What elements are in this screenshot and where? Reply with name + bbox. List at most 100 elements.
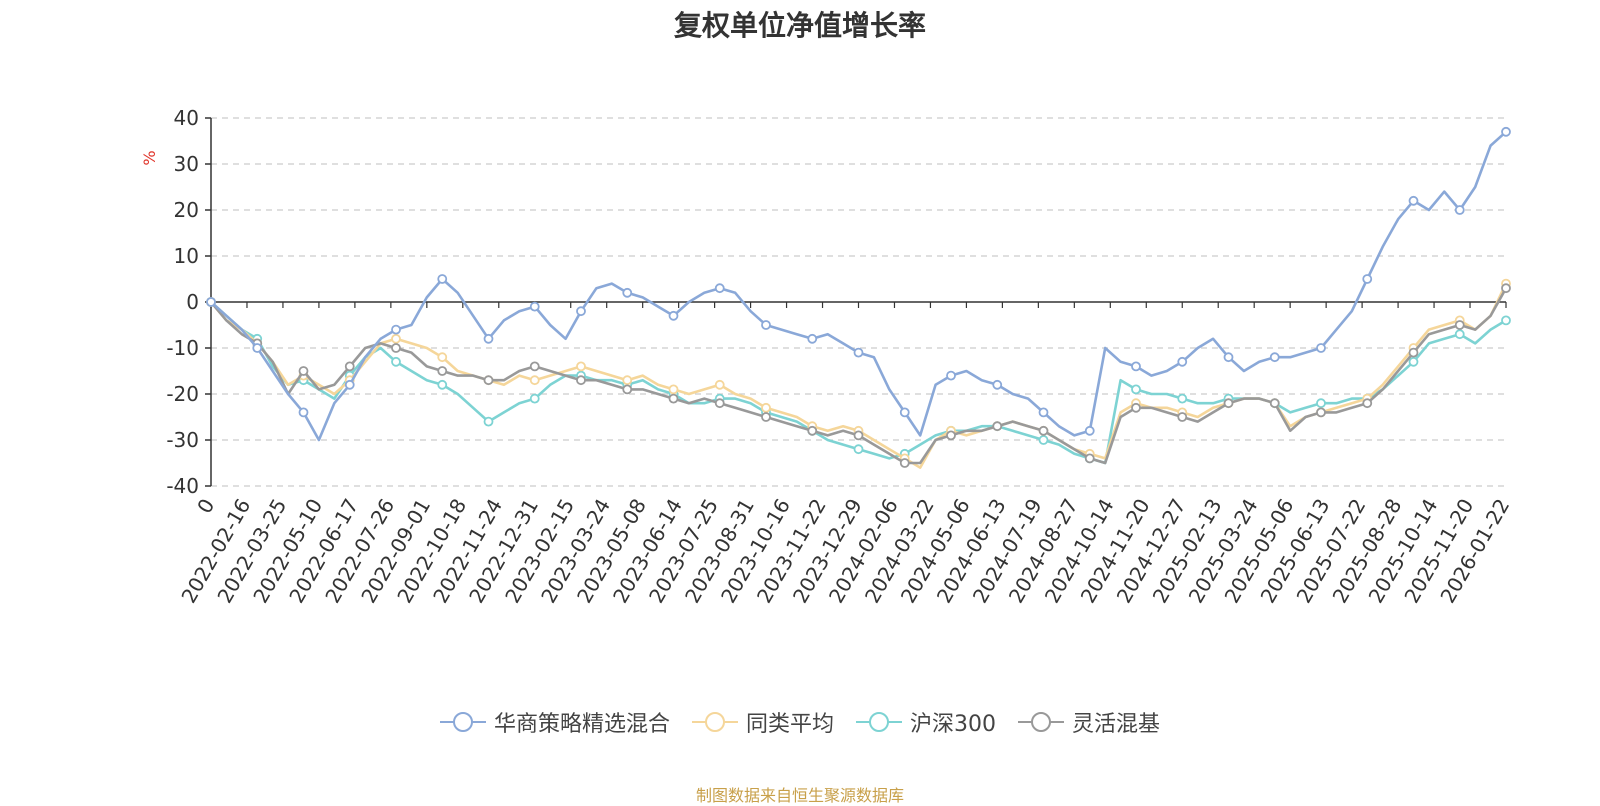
series-2-point-78	[1408, 356, 1419, 367]
series-0-point-39	[807, 333, 818, 344]
series-1-point-21	[529, 375, 540, 386]
series-0-point-42	[853, 347, 864, 358]
legend: 华商策略精选混合 同类平均 沪深300 灵活混基	[0, 706, 1600, 738]
series-0-point-78	[1408, 195, 1419, 206]
series-0-point-63	[1177, 356, 1188, 367]
y-tick-label-2: 20	[174, 198, 199, 222]
series-0-point-45	[899, 407, 910, 418]
series-0-point-6	[298, 407, 309, 418]
series-0-point-57	[1084, 425, 1095, 436]
series-0-point-9	[344, 379, 355, 390]
y-tick-label-0: 40	[174, 106, 199, 130]
series-3-point-81	[1454, 320, 1465, 330]
series-2-point-42	[853, 444, 864, 455]
series-0-point-66	[1223, 352, 1234, 363]
series-3-point-33	[714, 398, 725, 409]
series-1-point-27	[622, 375, 633, 386]
series-1-point-24	[576, 361, 586, 372]
series-3-point-78	[1408, 347, 1419, 358]
series-0-point-3	[252, 343, 263, 353]
series-3-point-39	[807, 425, 818, 436]
y-tick-label-1: 30	[174, 152, 199, 176]
legend-swatch-csi300	[856, 712, 902, 732]
series-3-point-57	[1084, 453, 1095, 464]
series-3-point-12	[391, 343, 401, 353]
series-3-point-42	[853, 430, 864, 441]
series-0-point-15	[437, 274, 448, 284]
legend-label-peer-average: 同类平均	[745, 712, 834, 737]
series-0-point-30	[668, 310, 679, 321]
series-3-point-48	[946, 430, 956, 441]
series-2-point-81	[1454, 329, 1465, 340]
series-2-point-63	[1177, 393, 1188, 404]
series-0-point-21	[529, 301, 540, 312]
series-2-point-54	[1038, 435, 1049, 445]
legend-item-csi300[interactable]: 沪深300	[856, 706, 996, 738]
legend-label-fund: 华商策略精选混合	[493, 712, 670, 737]
series-3-point-51	[992, 421, 1003, 432]
series-0-point-84	[1501, 126, 1511, 137]
series-1-point-33	[714, 379, 725, 390]
series-3-point-72	[1316, 407, 1326, 418]
legend-item-flexible-mixed[interactable]: 灵活混基	[1018, 706, 1160, 738]
series-1-point-36	[761, 402, 771, 413]
series-0-point-69	[1269, 352, 1280, 363]
legend-label-flexible-mixed: 灵活混基	[1072, 712, 1161, 737]
series-0-point-33	[714, 283, 725, 294]
series-2-point-12	[391, 356, 401, 367]
series-1-point-30	[668, 384, 679, 395]
y-tick-label-3: 10	[174, 244, 199, 268]
series-3-point-9	[344, 361, 355, 372]
series-2-point-21	[529, 393, 540, 404]
y-tick-label-6: -20	[166, 382, 199, 406]
y-tick-label-5: -10	[166, 336, 199, 360]
legend-swatch-peer-average	[691, 712, 738, 732]
series-3-point-18	[483, 375, 494, 386]
y-tick-label-7: -30	[166, 428, 199, 452]
series-0-point-54	[1038, 407, 1049, 418]
series-0-point-12	[391, 324, 401, 335]
series-1-point-12	[391, 333, 401, 344]
data-source-footer: 制图数据来自恒生聚源数据库	[695, 786, 904, 805]
series-3-point-75	[1362, 398, 1373, 409]
series-0-point-36	[761, 320, 771, 330]
legend-label-csi300: 沪深300	[910, 712, 996, 737]
series-2-point-18	[483, 416, 494, 427]
series-0-point-48	[946, 370, 956, 381]
series-2-point-15	[437, 379, 448, 390]
legend-item-fund[interactable]: 华商策略精选混合	[439, 706, 670, 738]
chart-title: 复权单位净值增长率	[673, 9, 926, 42]
series-3-point-69	[1269, 398, 1280, 409]
series-3-point-54	[1038, 425, 1049, 436]
y-axis-label: %	[140, 150, 159, 165]
series-0-point-24	[576, 306, 586, 317]
legend-swatch-fund	[439, 712, 486, 732]
series-3-point-6	[298, 366, 309, 376]
series-3-point-21	[529, 361, 540, 372]
series-2-point-60	[1131, 384, 1141, 395]
series-0-point-0	[206, 297, 216, 307]
series-3-point-15	[437, 366, 448, 376]
series-3-point-60	[1131, 402, 1141, 413]
legend-swatch-flexible-mixed	[1018, 712, 1064, 732]
legend-item-peer-average[interactable]: 同类平均	[691, 706, 834, 738]
series-2-point-84	[1501, 315, 1511, 326]
series-2-point-72	[1316, 398, 1326, 409]
series-0-point-27	[622, 287, 633, 298]
series-3-point-36	[761, 412, 771, 422]
series-0-point-18	[483, 333, 494, 344]
series-3-point-63	[1177, 412, 1188, 422]
y-tick-label-4: 0	[186, 290, 199, 314]
y-tick-label-8: -40	[166, 474, 199, 498]
series-0-point-75	[1362, 274, 1373, 284]
series-3-point-66	[1223, 398, 1234, 409]
series-0-point-72	[1316, 343, 1326, 353]
series-3-point-24	[576, 375, 586, 386]
series-3-point-30	[668, 393, 679, 404]
series-3-point-84	[1501, 283, 1511, 294]
series-1-point-15	[437, 352, 448, 363]
series-0-point-60	[1131, 361, 1141, 372]
x-tick-label-0: 0	[192, 495, 219, 518]
series-0-point-81	[1454, 205, 1465, 215]
